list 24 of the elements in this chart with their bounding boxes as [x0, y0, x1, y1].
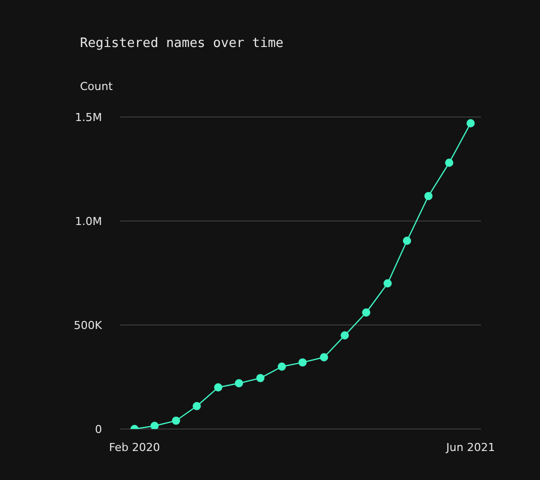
- y-tick-label: 1.5M: [75, 110, 102, 124]
- point: [362, 308, 370, 317]
- point: [278, 362, 286, 371]
- x-tick-label: Jun 2021: [445, 440, 495, 454]
- point: [445, 158, 454, 167]
- x-tick-label: Feb 2020: [109, 440, 160, 454]
- y-tick-label: 500K: [74, 318, 103, 332]
- y-tick-label: 0: [95, 422, 102, 436]
- y-axis-title: Count: [80, 80, 113, 93]
- point: [172, 416, 180, 425]
- point: [320, 353, 328, 362]
- point: [402, 236, 412, 245]
- point: [150, 422, 159, 429]
- point: [214, 383, 222, 392]
- point: [466, 119, 475, 128]
- point: [298, 358, 307, 367]
- y-tick-label: 1.0M: [75, 214, 102, 228]
- point: [234, 379, 244, 388]
- chart-title: Registered names over time: [80, 36, 284, 51]
- point: [256, 374, 264, 382]
- point: [340, 331, 349, 340]
- point: [424, 192, 433, 200]
- point: [192, 402, 201, 410]
- point: [384, 279, 392, 288]
